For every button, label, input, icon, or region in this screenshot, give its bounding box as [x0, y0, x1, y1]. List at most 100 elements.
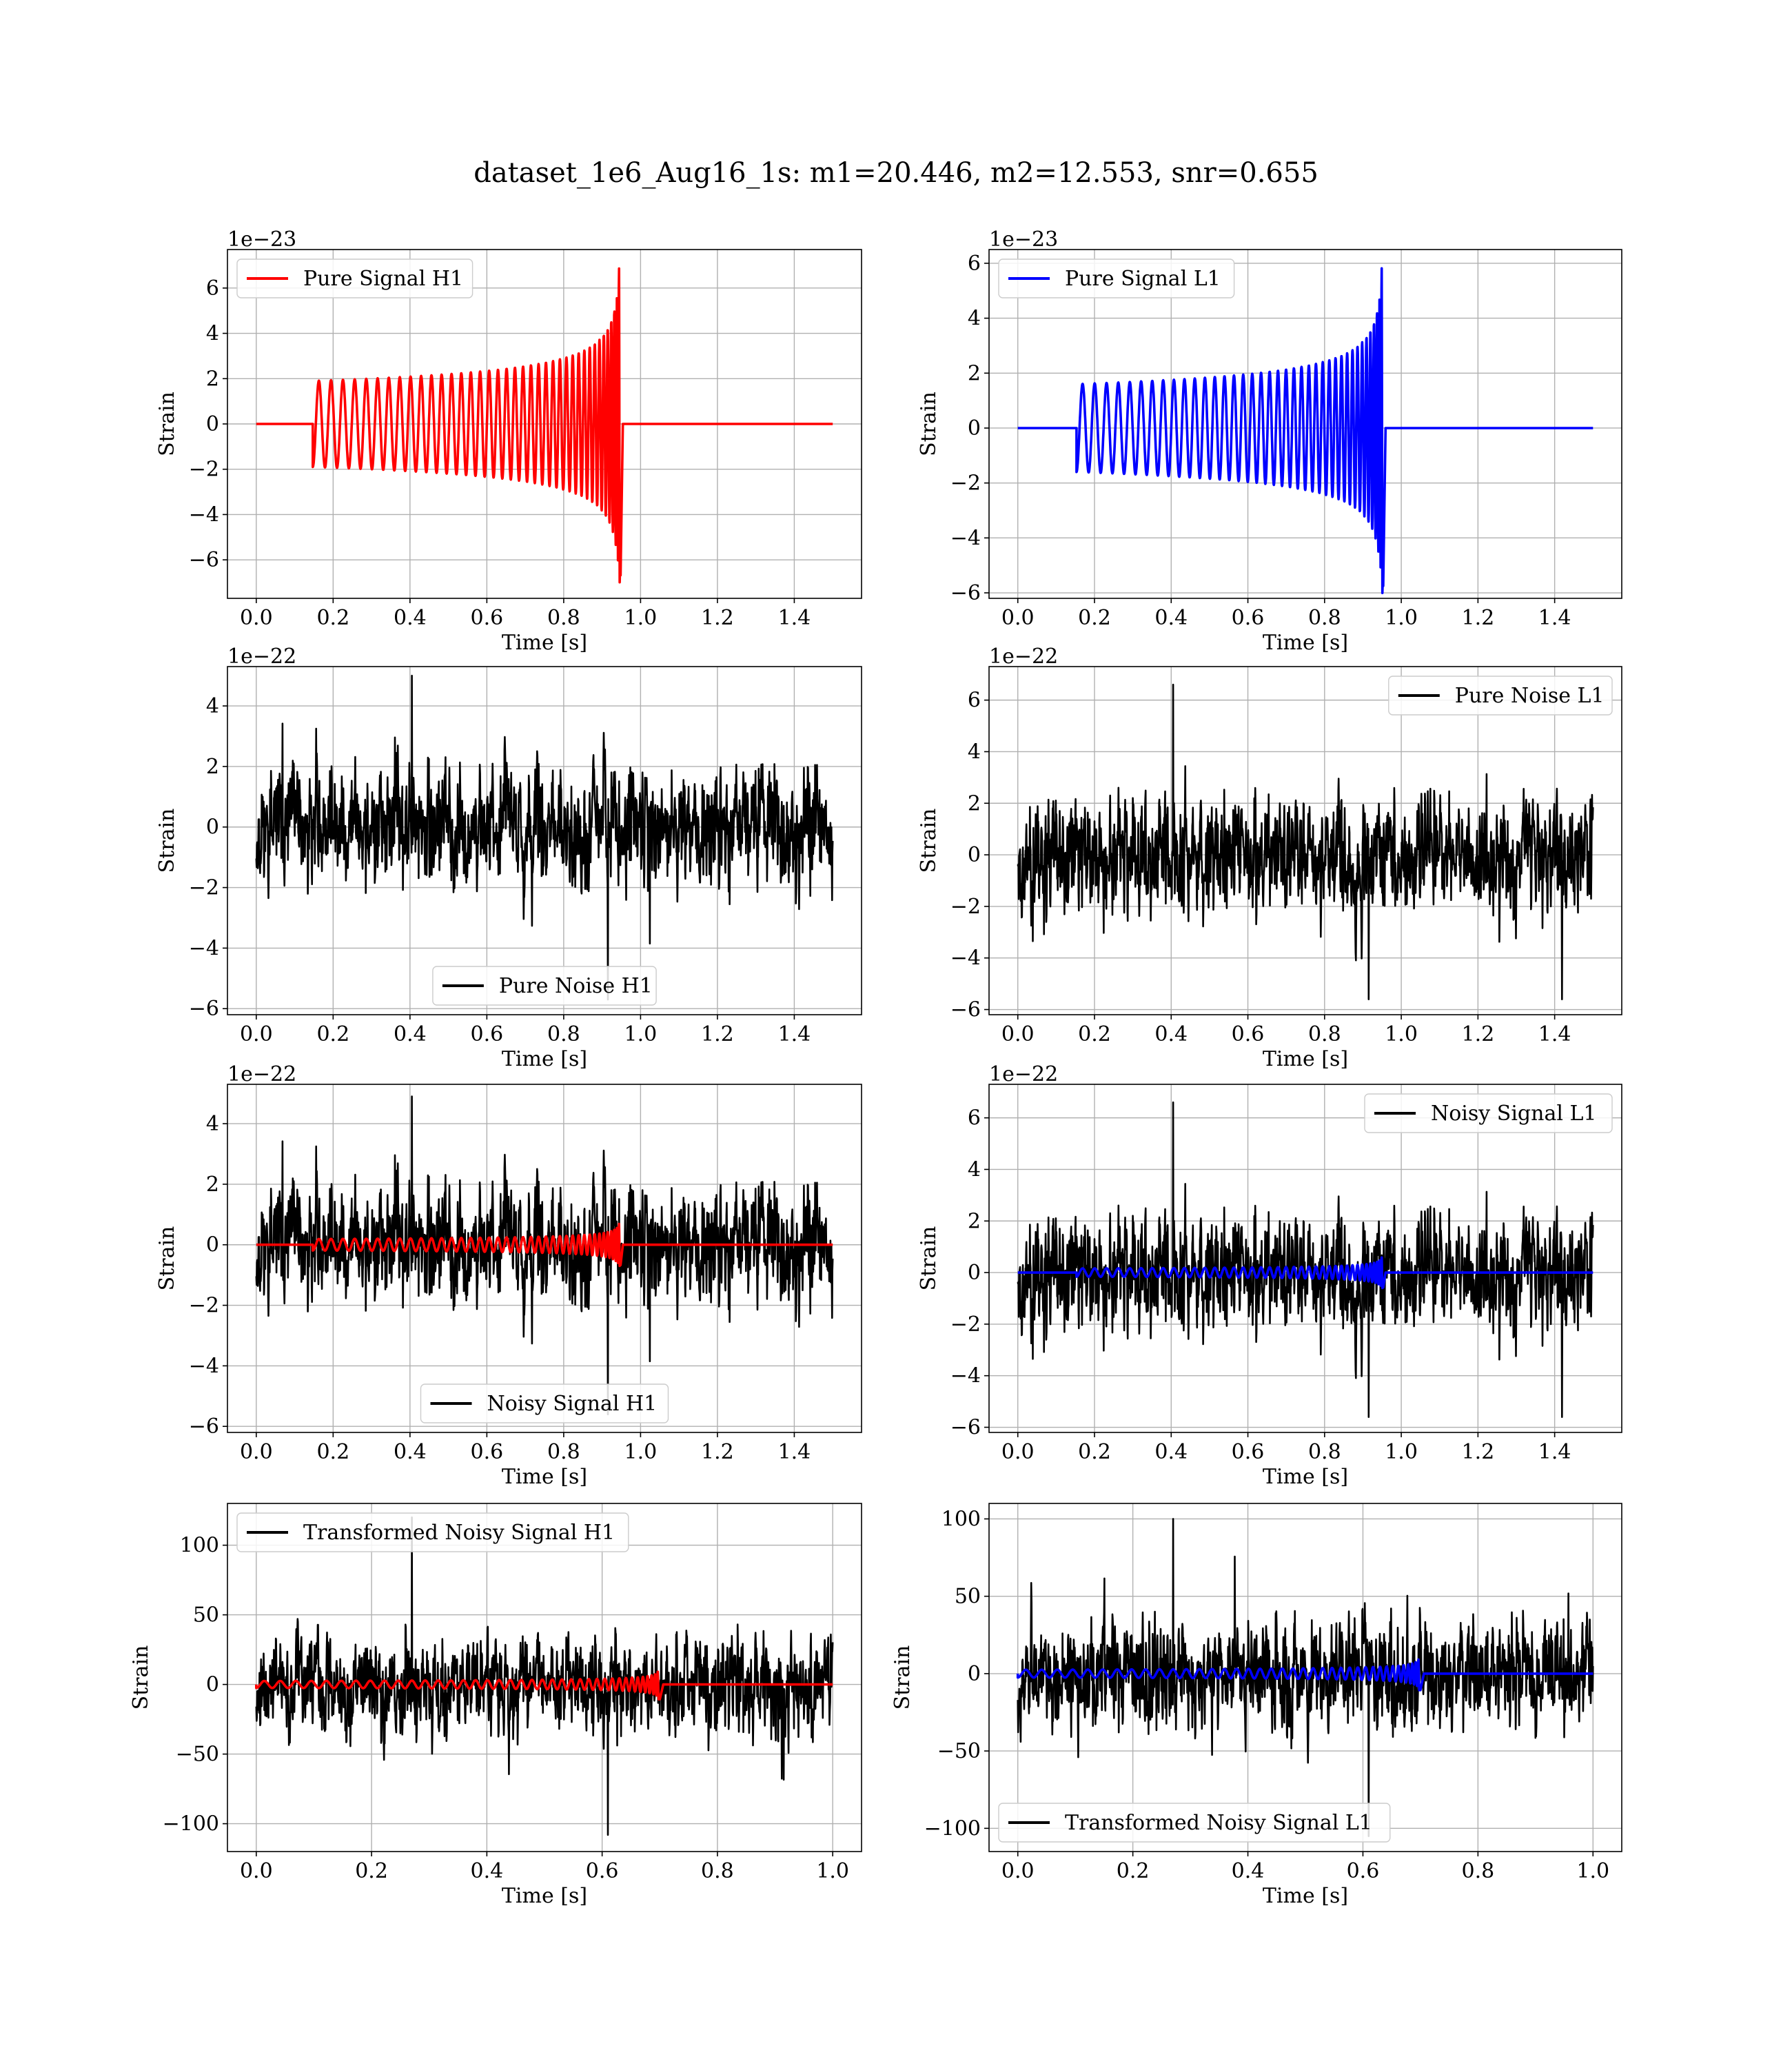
y-axis-label: Strain — [890, 1645, 915, 1710]
x-tick-label: 0.8 — [1308, 606, 1341, 630]
axes-frame — [227, 1503, 862, 1852]
x-tick-label: 0.4 — [1232, 1859, 1265, 1883]
y-tick-label: 6 — [206, 276, 219, 301]
legend-box — [998, 258, 1235, 298]
y-tick-label: −2 — [950, 1312, 981, 1337]
x-tick-label: 0.8 — [701, 1859, 734, 1883]
x-tick-label: 0.4 — [471, 1859, 504, 1883]
x-tick-label: 0.8 — [1462, 1859, 1495, 1883]
legend-box — [420, 1383, 669, 1423]
transformed-noisy-signal-l1-line — [1017, 1518, 1594, 1837]
axes-frame — [227, 666, 862, 1015]
x-tick-label: 0.4 — [394, 1022, 427, 1046]
pure-signal-h1-line — [256, 267, 833, 584]
legend-label: Transformed Noisy Signal H1 — [303, 1521, 615, 1545]
y-tick-label: 4 — [206, 1112, 219, 1136]
x-tick-label: 1.2 — [1462, 606, 1495, 630]
x-axis-label: Time [s] — [502, 1047, 587, 1071]
legend: Pure Signal L1 — [998, 258, 1235, 298]
legend-box — [1388, 676, 1613, 716]
x-tick-label: 0.2 — [355, 1859, 388, 1883]
y-axis-label: Strain — [155, 809, 179, 873]
x-tick-label: 0.6 — [1347, 1859, 1380, 1883]
x-tick-label: 1.2 — [1462, 1440, 1495, 1464]
noisy-signal-l1-line — [1017, 1101, 1594, 1418]
pure-noise-l1-line — [1017, 683, 1594, 1000]
y-tick-label: −6 — [950, 1416, 981, 1440]
injected-signal-line — [1016, 1658, 1594, 1692]
transformed-noisy-signal-h1-line — [255, 1516, 834, 1836]
y-axis-label: Strain — [917, 392, 941, 456]
x-tick-label: 0.0 — [1001, 606, 1035, 630]
x-tick-label: 0.2 — [316, 606, 349, 630]
x-tick-label: 1.4 — [778, 1022, 811, 1046]
y-tick-label: 100 — [180, 1534, 219, 1558]
y-tick-label: −4 — [950, 946, 981, 971]
x-tick-label: 1.4 — [778, 606, 811, 630]
figure-title: dataset_1e6_Aug16_1s: m1=20.446, m2=12.5… — [474, 157, 1318, 189]
pure-noise-l1-panel: 0.0 0.2 0.4 0.6 0.8 1.0 1.2 1.4 −6 −4 −2 0 2 4 6 1e−22 T… — [917, 645, 1622, 1071]
legend: Transformed Noisy Signal L1 — [998, 1803, 1391, 1843]
noisy-signal-h1-panel: 0.0 0.2 0.4 0.6 0.8 1.0 1.2 1.4 −6 −4 −2 0 2 4 1e−22 Ti… — [155, 1062, 862, 1489]
legend: Noisy Signal L1 — [1364, 1093, 1613, 1133]
y-tick-label: 0 — [968, 1662, 981, 1686]
injected-signal-line — [1017, 1256, 1594, 1290]
y-offset-label: 1e−22 — [227, 1062, 296, 1086]
x-tick-label: 0.6 — [1232, 606, 1265, 630]
transformed-noisy-signal-h1-panel: 0.0 0.2 0.4 0.6 0.8 1.0 −100 −50 0 50 100 Time [s] S… — [129, 1503, 862, 1908]
x-axis-label: Time [s] — [1263, 1047, 1348, 1071]
y-tick-label: 0 — [968, 843, 981, 867]
y-tick-label: −50 — [176, 1743, 219, 1767]
pure-signal-h1-panel: 0.0 0.2 0.4 0.6 0.8 1.0 1.2 1.4 −6 −4 −2 0 2 4 6 1e−23 T… — [155, 227, 862, 655]
y-axis-label: Strain — [917, 1226, 941, 1291]
x-tick-label: 1.2 — [1462, 1022, 1495, 1046]
x-tick-label: 1.0 — [1385, 1440, 1418, 1464]
y-tick-label: 100 — [941, 1507, 981, 1531]
y-tick-label: 6 — [968, 1106, 981, 1131]
y-tick-label: −2 — [189, 1294, 219, 1318]
y-tick-label: 6 — [968, 252, 981, 276]
x-tick-label: 0.6 — [1232, 1022, 1265, 1046]
x-tick-label: 1.0 — [624, 1022, 658, 1046]
legend-label: Pure Noise L1 — [1455, 684, 1605, 708]
y-tick-label: 50 — [955, 1585, 981, 1609]
y-tick-label: −4 — [950, 1364, 981, 1388]
x-axis-label: Time [s] — [1263, 631, 1348, 655]
x-axis-label: Time [s] — [502, 1884, 587, 1908]
legend-label: Pure Signal H1 — [303, 267, 463, 291]
y-tick-label: 4 — [968, 740, 981, 764]
pure-signal-l1-panel: 0.0 0.2 0.4 0.6 0.8 1.0 1.2 1.4 −6 −4 −2 0 2 4 6 1e−23 T… — [917, 227, 1622, 655]
axes-frame — [988, 1503, 1622, 1852]
y-tick-label: 2 — [968, 361, 981, 385]
y-offset-label: 1e−22 — [989, 645, 1058, 669]
x-tick-label: 0.2 — [1078, 606, 1111, 630]
injected-signal-line — [256, 1222, 833, 1268]
legend-label: Noisy Signal L1 — [1431, 1102, 1596, 1126]
y-tick-label: −100 — [163, 1812, 219, 1836]
y-axis-label: Strain — [155, 392, 179, 456]
x-tick-label: 0.4 — [1154, 1022, 1188, 1046]
x-tick-label: 1.0 — [1385, 1022, 1418, 1046]
y-tick-label: 2 — [206, 1173, 219, 1197]
legend: Noisy Signal H1 — [420, 1383, 669, 1423]
legend-box — [236, 258, 474, 298]
x-axis-label: Time [s] — [1263, 1884, 1348, 1908]
x-tick-label: 0.8 — [1308, 1440, 1341, 1464]
y-offset-label: 1e−22 — [989, 1062, 1058, 1086]
x-tick-label: 1.2 — [701, 606, 734, 630]
y-tick-label: −6 — [950, 998, 981, 1022]
x-tick-label: 1.0 — [624, 606, 658, 630]
legend-box — [236, 1512, 629, 1552]
y-tick-label: −4 — [189, 936, 219, 960]
x-tick-label: 0.2 — [316, 1022, 349, 1046]
injected-signal-line — [255, 1670, 833, 1701]
y-tick-label: 4 — [206, 322, 219, 346]
y-tick-label: 2 — [968, 1209, 981, 1233]
y-axis-label: Strain — [155, 1226, 179, 1291]
axes-frame — [227, 1084, 862, 1433]
axes-frame — [988, 666, 1622, 1015]
x-tick-label: 1.0 — [1385, 606, 1418, 630]
x-tick-label: 1.2 — [701, 1022, 734, 1046]
y-tick-label: 4 — [206, 694, 219, 718]
pure-noise-h1-line — [255, 674, 834, 1001]
